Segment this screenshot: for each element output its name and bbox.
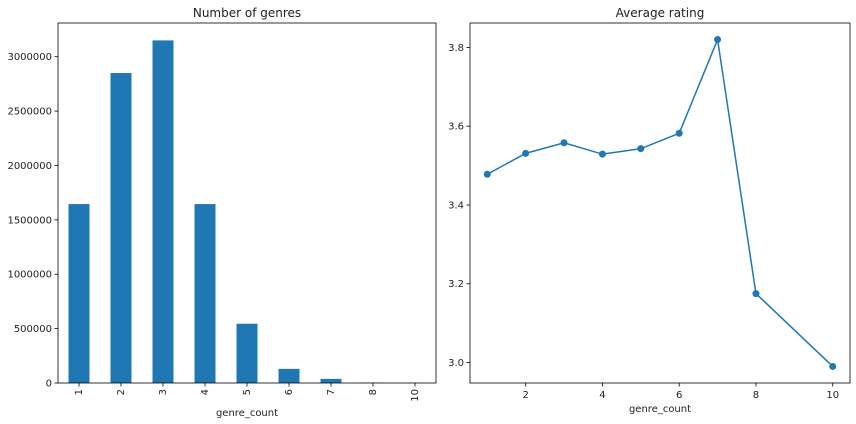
x-axis: 2 4 6 8 10 (522, 383, 839, 401)
y-tick-label: 0 (46, 379, 52, 390)
data-point (714, 36, 722, 44)
x-tick-label: 4 (200, 389, 211, 395)
x-tick-label: 3 (158, 389, 169, 395)
y-tick-label: 1000000 (7, 270, 52, 281)
bar-series (68, 40, 426, 383)
bar (320, 378, 342, 383)
x-tick-label: 4 (599, 390, 605, 401)
x-tick-label: 10 (410, 389, 421, 402)
average-rating-line-chart: Average rating 3.0 3.2 3.4 3.6 3.8 2 4 6 8 10 ge… (448, 6, 851, 415)
bar (194, 204, 216, 383)
plot-frame (57, 22, 437, 384)
data-point (675, 129, 683, 137)
x-tick-label: 10 (826, 390, 839, 401)
x-tick-label: 6 (676, 390, 682, 401)
y-tick-label: 3000000 (7, 52, 52, 63)
plot-frame (469, 22, 851, 384)
x-tick-label: 2 (116, 389, 127, 395)
data-point (637, 145, 645, 153)
y-tick-label: 3.8 (448, 43, 464, 54)
y-tick-label: 3.2 (448, 279, 464, 290)
y-tick-label: 3.4 (448, 200, 464, 211)
x-axis: 1 2 3 4 5 6 7 8 10 (74, 383, 421, 402)
x-tick-label: 1 (74, 389, 85, 395)
x-tick-label: 6 (284, 389, 295, 395)
x-tick-label: 8 (368, 389, 379, 395)
data-point (560, 139, 568, 147)
bar (278, 368, 300, 383)
x-tick-label: 5 (242, 389, 253, 395)
y-tick-label: 500000 (14, 324, 52, 335)
x-axis-label: genre_count (629, 404, 691, 415)
y-axis: 3.0 3.2 3.4 3.6 3.8 (448, 43, 470, 369)
bar (236, 323, 258, 383)
x-tick-label: 8 (753, 390, 759, 401)
data-point (522, 149, 530, 157)
y-axis: 0 500000 1000000 1500000 2000000 2500000 30000… (7, 52, 58, 390)
y-tick-label: 3.0 (448, 358, 464, 369)
series-line (486, 36, 834, 368)
y-tick-label: 1500000 (7, 215, 52, 226)
data-point (483, 170, 491, 178)
chart-title: Number of genres (193, 6, 301, 20)
bar (68, 204, 90, 383)
data-point (829, 362, 837, 370)
bar (152, 40, 174, 383)
chart-title: Average rating (616, 6, 705, 20)
data-point (598, 150, 606, 158)
x-tick-label: 2 (522, 390, 528, 401)
x-axis-label: genre_count (216, 408, 278, 419)
y-tick-label: 2000000 (7, 161, 52, 172)
line-series (483, 36, 837, 370)
y-tick-label: 3.6 (448, 122, 464, 133)
y-tick-label: 2500000 (7, 107, 52, 118)
x-tick-label: 7 (326, 389, 337, 395)
data-point (752, 290, 760, 298)
bar (110, 73, 132, 383)
genre-count-bar-chart: Number of genres 05000001000000150000020… (7, 6, 437, 419)
